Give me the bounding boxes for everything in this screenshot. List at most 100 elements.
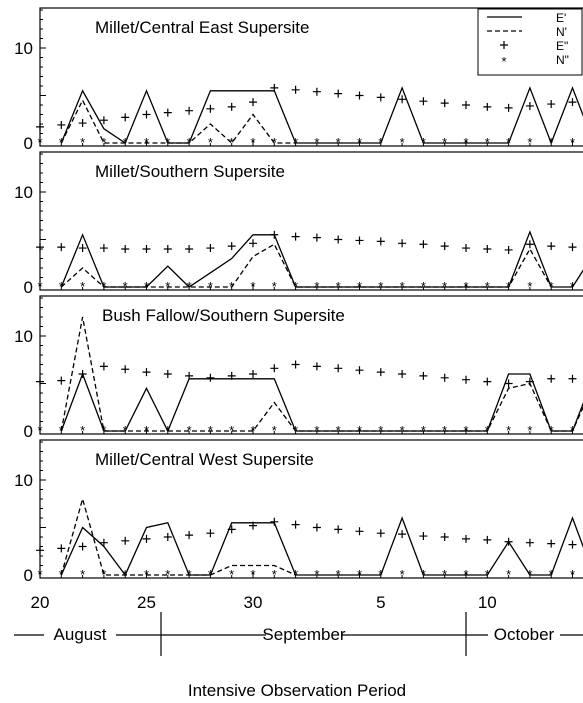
- data-point-e-double-prime: [398, 239, 407, 248]
- data-point-e-double-prime: [121, 113, 130, 122]
- data-point-n-double-prime: *: [101, 135, 106, 150]
- data-point-e-double-prime: [334, 235, 343, 244]
- data-point-e-double-prime: [185, 371, 194, 380]
- data-point-n-double-prime: *: [272, 135, 277, 150]
- legend-label: E': [556, 11, 566, 25]
- data-point-n-double-prime: *: [101, 567, 106, 582]
- data-point-n-double-prime: *: [485, 135, 490, 150]
- series-line-n-prime: [60, 316, 583, 432]
- data-point-e-double-prime: [185, 106, 194, 115]
- data-point-e-double-prime: [355, 91, 364, 100]
- data-point-e-double-prime: [398, 370, 407, 378]
- data-point-e-double-prime: [547, 539, 556, 548]
- data-point-e-double-prime: [36, 122, 44, 131]
- data-point-e-double-prime: [291, 360, 300, 369]
- series-dashed: [60, 98, 296, 144]
- month-label-october: October: [494, 625, 555, 644]
- data-point-n-double-prime: *: [378, 135, 383, 150]
- x-axis-title: Intensive Observation Period: [188, 681, 406, 700]
- series-line-e-prime: [60, 230, 583, 288]
- y-tick-label: 0: [24, 422, 33, 441]
- data-point-n-double-prime: *: [272, 423, 277, 438]
- data-point-n-double-prime: *: [527, 279, 532, 294]
- data-point-e-double-prime: [440, 99, 449, 108]
- data-point-n-double-prime: *: [570, 135, 575, 150]
- data-point-n-double-prime: *: [442, 135, 447, 150]
- data-point-e-double-prime: [568, 243, 577, 252]
- data-point-n-double-prime: *: [314, 423, 319, 438]
- data-point-n-double-prime: *: [123, 423, 128, 438]
- month-label-september: September: [262, 625, 345, 644]
- series-star: * * * * * * * * * * * * * * * * * * * * * * * * * *: [37, 423, 575, 438]
- data-point-n-double-prime: *: [485, 567, 490, 582]
- data-point-n-double-prime: *: [144, 279, 149, 294]
- data-point-n-double-prime: *: [101, 279, 106, 294]
- data-point-e-double-prime: [483, 102, 492, 111]
- data-point-e-double-prime: [525, 101, 534, 110]
- data-point-e-double-prime: [355, 236, 364, 245]
- data-point-e-double-prime: [227, 102, 236, 111]
- panel-title: Bush Fallow/Southern Supersite: [102, 306, 345, 325]
- data-point-n-double-prime: *: [37, 279, 42, 294]
- data-point-n-double-prime: *: [208, 567, 213, 582]
- legend: * E'N'E"N": [477, 8, 583, 76]
- data-point-e-double-prime: [462, 244, 470, 253]
- data-point-e-double-prime: [227, 371, 236, 380]
- data-point-e-double-prime: [227, 525, 236, 534]
- data-point-e-double-prime: [334, 364, 343, 373]
- panel-title: Millet/Central West Supersite: [95, 450, 314, 469]
- data-point-n-double-prime: *: [314, 567, 319, 582]
- data-point-e-double-prime: [398, 530, 407, 539]
- data-point-e-double-prime: [163, 370, 172, 378]
- data-point-n-double-prime: *: [293, 135, 298, 150]
- data-point-e-double-prime: [249, 521, 257, 530]
- data-point-e-double-prime: [142, 245, 151, 253]
- data-point-e-double-prime: [163, 108, 172, 117]
- data-point-n-double-prime: *: [187, 567, 192, 582]
- data-point-n-double-prime: *: [549, 279, 554, 294]
- data-point-e-double-prime: [312, 523, 321, 532]
- data-point-e-double-prime: [419, 371, 428, 380]
- data-point-e-double-prime: [57, 120, 66, 129]
- data-point-n-double-prime: *: [570, 423, 575, 438]
- data-point-e-double-prime: [270, 83, 279, 92]
- data-point-n-double-prime: *: [123, 567, 128, 582]
- data-point-n-double-prime: *: [357, 135, 362, 150]
- data-point-e-double-prime: [99, 244, 108, 253]
- data-point-n-double-prime: *: [165, 135, 170, 150]
- data-point-n-double-prime: *: [463, 279, 468, 294]
- data-point-n-double-prime: *: [272, 279, 277, 294]
- data-point-n-double-prime: *: [463, 423, 468, 438]
- data-point-n-double-prime: *: [549, 567, 554, 582]
- data-point-n-double-prime: *: [357, 567, 362, 582]
- data-point-n-double-prime: *: [485, 279, 490, 294]
- data-point-e-double-prime: [57, 376, 66, 385]
- data-point-e-double-prime: [121, 536, 130, 545]
- data-point-n-double-prime: *: [421, 423, 426, 438]
- y-tick-label: 0: [24, 278, 33, 297]
- data-point-n-double-prime: *: [506, 423, 511, 438]
- data-point-n-double-prime: *: [527, 135, 532, 150]
- data-point-e-double-prime: [142, 534, 151, 543]
- series-plus: [36, 360, 577, 388]
- data-point-e-double-prime: [547, 242, 556, 251]
- data-point-e-double-prime: [547, 100, 556, 109]
- x-tick-label: 5: [376, 593, 385, 612]
- data-point-e-double-prime: [78, 244, 87, 253]
- data-point-n-double-prime: *: [101, 423, 106, 438]
- data-point-e-double-prime: [312, 362, 321, 371]
- data-point-e-double-prime: [376, 237, 385, 246]
- data-point-n-double-prime: *: [506, 279, 511, 294]
- y-tick-label: 0: [24, 134, 33, 153]
- legend-box: [477, 8, 583, 76]
- data-point-e-double-prime: [78, 542, 87, 551]
- data-point-n-double-prime: *: [293, 423, 298, 438]
- data-point-n-double-prime: *: [293, 567, 298, 582]
- data-point-e-double-prime: [376, 529, 385, 538]
- data-point-n-double-prime: *: [293, 279, 298, 294]
- data-point-n-double-prime: *: [527, 567, 532, 582]
- data-point-e-double-prime: [249, 239, 257, 248]
